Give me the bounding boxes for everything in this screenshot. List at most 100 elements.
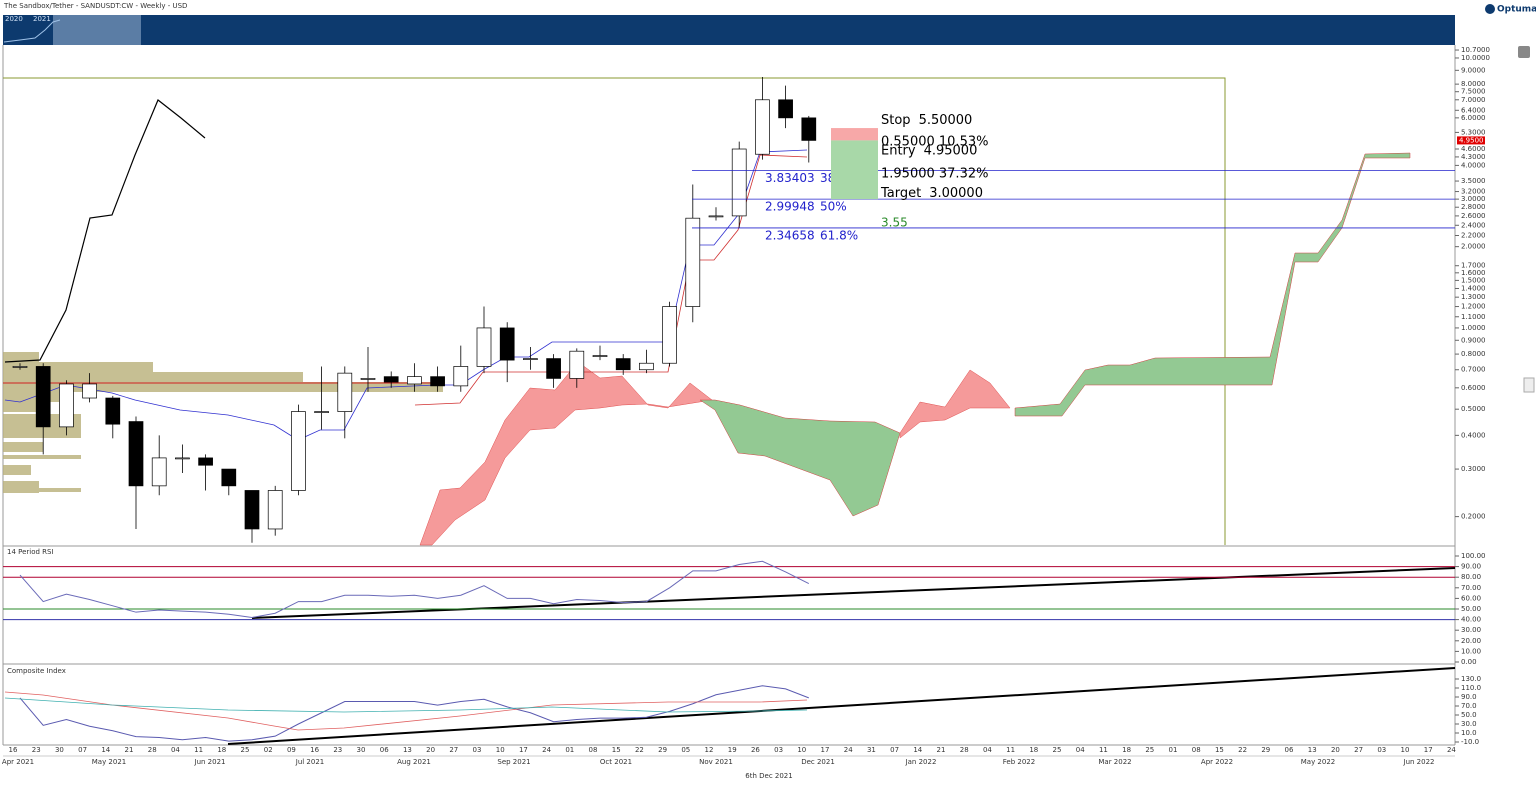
candle-body: [523, 358, 538, 360]
y-tick-label: 6.0000: [1461, 114, 1486, 122]
y-tick-label: 7.5000: [1461, 88, 1486, 96]
cloud-bearish: [899, 369, 1011, 439]
y-tick-label: 0.4000: [1461, 431, 1486, 439]
x-tick-label: 10: [797, 746, 806, 754]
x-tick-label: 19: [728, 746, 737, 754]
candle-body: [383, 376, 399, 383]
candle-body: [569, 350, 585, 379]
overlay-line: [4, 99, 206, 363]
candle-body: [337, 372, 353, 412]
x-tick-label: 14: [101, 746, 110, 754]
navigator-window[interactable]: [53, 15, 141, 45]
x-tick-label: 24: [1447, 746, 1456, 754]
x-tick-label: 01: [1169, 746, 1178, 754]
cloud-bullish: [699, 399, 901, 517]
y-tick-label: 2.4000: [1461, 221, 1486, 229]
y-tick-label: 70.0: [1461, 702, 1477, 710]
candle-body: [12, 366, 28, 368]
x-tick-label: 11: [194, 746, 203, 754]
target-label: Target 3.00000: [880, 186, 983, 201]
candle-body: [128, 421, 144, 487]
x-tick-label: 16: [310, 746, 319, 754]
y-tick-label: 0.9000: [1461, 336, 1486, 344]
candle-body: [801, 117, 817, 141]
x-tick-label: 18: [1029, 746, 1038, 754]
y-tick-label: 50.00: [1461, 605, 1481, 613]
y-tick-label: 40.00: [1461, 616, 1481, 624]
y-tick-label: 9.0000: [1461, 66, 1486, 74]
candle-body: [151, 457, 167, 487]
candle-body: [244, 490, 260, 530]
target-label-part: 3.00000: [929, 186, 983, 201]
x-tick-label: 04: [1076, 746, 1085, 754]
month-label: Jul 2021: [295, 758, 325, 766]
y-tick-label: 90.0: [1461, 693, 1477, 701]
candle-body: [35, 366, 51, 428]
x-tick-label: 12: [705, 746, 714, 754]
month-label: Apr 2022: [1201, 758, 1233, 766]
y-tick-label: 50.0: [1461, 711, 1477, 719]
fib-value: 2.34658: [765, 228, 815, 242]
logo-icon: [1485, 4, 1495, 14]
side-panel-toggle[interactable]: [1523, 377, 1535, 393]
last-price-marker: [1457, 136, 1485, 145]
navigator[interactable]: [3, 15, 1455, 45]
month-label: Nov 2021: [699, 758, 733, 766]
candle-body: [546, 358, 561, 379]
y-tick-label: 4.3000: [1461, 153, 1486, 161]
x-tick-label: 21: [125, 746, 134, 754]
x-tick-label: 03: [1377, 746, 1386, 754]
y-tick-label: 100.00: [1461, 552, 1486, 560]
last-price-label: 4.9500: [1459, 136, 1484, 144]
navigator-year: 2020: [5, 15, 23, 23]
candle-body: [314, 411, 329, 413]
y-tick-label: 10.7000: [1461, 46, 1490, 54]
stop-label-part: 5.50000: [919, 113, 973, 128]
y-tick-label: 80.00: [1461, 573, 1481, 581]
x-tick-label: 08: [1192, 746, 1201, 754]
composite-average: [4, 691, 808, 731]
x-tick-label: 03: [473, 746, 482, 754]
x-tick-label: 17: [821, 746, 830, 754]
x-tick-label: 14: [913, 746, 922, 754]
y-tick-label: 4.0000: [1461, 161, 1486, 169]
x-tick-label: 08: [589, 746, 598, 754]
y-tick-label: 1.3000: [1461, 293, 1486, 301]
target-label-part: Target: [880, 186, 921, 201]
indicator-line: [19, 560, 810, 618]
target-zone: [831, 140, 878, 200]
x-tick-label: 30: [357, 746, 366, 754]
logo: Optuma: [1497, 5, 1536, 15]
x-tick-label: 26: [751, 746, 760, 754]
y-tick-label: 5.3000: [1461, 128, 1486, 136]
y-tick-label: 1.0000: [1461, 324, 1486, 332]
entry-label-part: 4.95000: [924, 143, 978, 158]
fib-value: 2.99948: [765, 200, 815, 214]
y-tick-label: 30.0: [1461, 720, 1477, 728]
candle-body: [267, 490, 283, 530]
stop-zone: [831, 128, 878, 141]
y-tick-label: 2.2000: [1461, 231, 1486, 239]
pane-title: Composite Index: [7, 667, 66, 675]
lock-icon[interactable]: [1518, 46, 1530, 58]
cloud-bullish: [1014, 152, 1411, 417]
x-tick-label: 28: [148, 746, 157, 754]
x-tick-label: 17: [519, 746, 528, 754]
navigator-line: [3, 19, 61, 43]
x-tick-label: 28: [960, 746, 969, 754]
y-tick-label: 1.7000: [1461, 262, 1486, 270]
x-tick-label: 10: [496, 746, 505, 754]
x-tick-label: 23: [333, 746, 342, 754]
x-tick-label: 27: [449, 746, 458, 754]
y-tick-label: 130.0: [1461, 675, 1481, 683]
x-tick-label: 07: [78, 746, 87, 754]
candle-body: [407, 376, 422, 385]
x-tick-label: 21: [937, 746, 946, 754]
chart-header-title: The Sandbox/Tether - SANDUSDT:CW - Weekl…: [3, 2, 187, 10]
x-tick-label: 24: [844, 746, 853, 754]
navigator-year: 2021: [33, 15, 51, 23]
candle-body: [82, 383, 97, 399]
month-label: May 2021: [92, 758, 127, 766]
x-tick-label: 05: [681, 746, 690, 754]
x-tick-label: 04: [983, 746, 992, 754]
